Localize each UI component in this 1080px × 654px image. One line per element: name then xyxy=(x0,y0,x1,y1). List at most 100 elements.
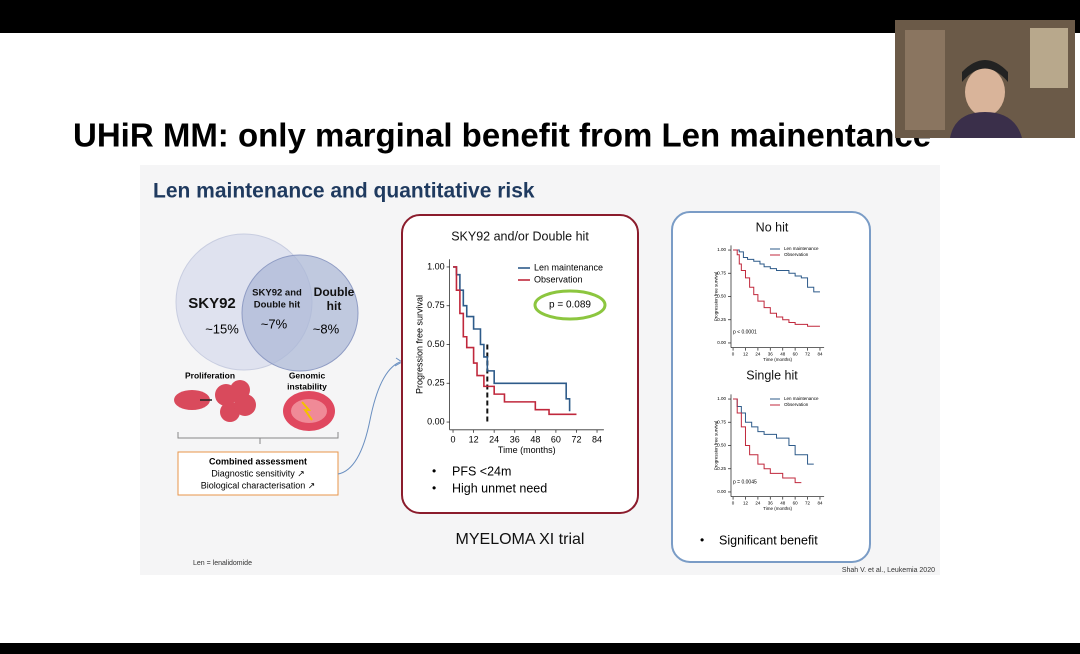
x-tick-label: 36 xyxy=(510,434,520,444)
x-tick-label: 60 xyxy=(551,434,561,444)
y-axis-label: Progression free survival xyxy=(713,272,718,322)
citation: Shah V. et al., Leukemia 2020 xyxy=(842,567,935,574)
survival-curve xyxy=(733,249,820,327)
y-tick-label: 0.75 xyxy=(427,300,445,310)
x-tick-label: 24 xyxy=(755,351,761,356)
p-value: p = 0.089 xyxy=(549,300,591,311)
survival-curve xyxy=(453,266,571,412)
bullet-text: High unmet need xyxy=(452,481,547,495)
y-tick-label: 0.00 xyxy=(717,340,726,345)
assessment-line: Diagnostic sensitivity ↗ xyxy=(211,468,305,478)
trial-caption: MYELOMA XI trial xyxy=(456,531,585,548)
bracket xyxy=(177,432,339,444)
x-tick-label: 12 xyxy=(743,351,749,356)
x-tick-label: 24 xyxy=(755,500,761,505)
legend-label: Len maintenance xyxy=(784,396,819,401)
legend-label: Len maintenance xyxy=(534,262,603,272)
y-tick-label: 0.00 xyxy=(717,489,726,494)
x-axis-label: Time (months) xyxy=(763,357,792,362)
bullet-dot: • xyxy=(700,533,704,547)
x-axis-label: Time (months) xyxy=(763,506,792,511)
y-axis-label: Progression free survival xyxy=(414,295,424,394)
chart-title: SKY92 and/or Double hit xyxy=(451,229,589,243)
x-tick-label: 72 xyxy=(805,500,811,505)
y-tick-label: 0.75 xyxy=(717,270,726,275)
y-tick-label: 1.00 xyxy=(717,396,726,401)
assessment-box xyxy=(177,451,339,496)
bullet-dot: • xyxy=(432,481,436,495)
footnote: Len = lenalidomide xyxy=(193,560,252,567)
x-tick-label: 72 xyxy=(805,351,811,356)
bottom-bar xyxy=(0,643,1080,654)
y-tick-label: 0.50 xyxy=(427,339,445,349)
x-tick-label: 84 xyxy=(592,434,602,444)
survival-curve xyxy=(733,249,820,293)
legend-label: Observation xyxy=(534,274,583,284)
slide-title: UHiR MM: only marginal benefit from Len … xyxy=(73,117,931,154)
y-tick-label: 0.50 xyxy=(717,443,726,448)
assessment-title: Combined assessment xyxy=(209,456,307,466)
venn-label: Double hit xyxy=(254,300,301,311)
p-value-highlight xyxy=(533,289,607,321)
chart-title: No hit xyxy=(756,220,789,234)
legend-label: Len maintenance xyxy=(784,246,819,251)
x-tick-label: 48 xyxy=(780,351,786,356)
x-tick-label: 84 xyxy=(817,500,823,505)
y-tick-label: 0.00 xyxy=(427,416,445,426)
venn-pct: ~8% xyxy=(313,321,340,336)
x-tick-label: 24 xyxy=(489,434,499,444)
y-tick-label: 0.25 xyxy=(427,378,445,388)
x-tick-label: 12 xyxy=(743,500,749,505)
y-tick-label: 1.00 xyxy=(717,247,726,252)
y-tick-label: 0.25 xyxy=(717,317,726,322)
x-tick-label: 60 xyxy=(793,500,799,505)
bullet-text: Significant benefit xyxy=(719,533,818,547)
feature-label: instability xyxy=(287,381,327,391)
p-value: p < 0.0001 xyxy=(733,329,757,335)
presenter-video xyxy=(895,20,1075,138)
main-panel xyxy=(401,214,639,514)
x-tick-label: 36 xyxy=(768,351,774,356)
venn-label: SKY92 and xyxy=(252,288,302,299)
feature-label: Proliferation xyxy=(185,370,235,380)
bullet-dot: • xyxy=(432,464,436,478)
side-panel xyxy=(671,211,871,563)
x-tick-label: 0 xyxy=(451,434,456,444)
x-tick-label: 48 xyxy=(780,500,786,505)
connector-arrow xyxy=(337,361,401,475)
feature-label: Genomic xyxy=(289,370,326,380)
assessment-line: Biological characterisation ↗ xyxy=(201,480,316,490)
x-axis-label: Time (months) xyxy=(498,445,556,455)
x-tick-label: 12 xyxy=(469,434,479,444)
venn-pct: ~7% xyxy=(261,316,288,331)
venn-label: Double xyxy=(314,285,355,299)
p-value: p = 0.0045 xyxy=(733,479,757,485)
y-axis-label: Progression free survival xyxy=(713,421,718,471)
x-tick-label: 84 xyxy=(817,351,823,356)
bullet-text: PFS <24m xyxy=(452,464,511,478)
x-tick-label: 36 xyxy=(768,500,774,505)
venn-label: SKY92 xyxy=(188,295,236,312)
venn-label: hit xyxy=(327,299,342,313)
x-tick-label: 0 xyxy=(732,351,735,356)
y-tick-label: 1.00 xyxy=(427,261,445,271)
venn-pct: ~15% xyxy=(205,321,239,336)
survival-curve xyxy=(733,398,802,484)
x-tick-label: 72 xyxy=(571,434,581,444)
survival-curve xyxy=(453,266,577,416)
venn-circle xyxy=(241,254,359,372)
x-tick-label: 60 xyxy=(793,351,799,356)
legend-label: Observation xyxy=(784,402,809,407)
slide-heading: Len maintenance and quantitative risk xyxy=(153,180,535,203)
chart-title: Single hit xyxy=(746,368,798,382)
x-tick-label: 48 xyxy=(530,434,540,444)
cell-illustration xyxy=(174,380,335,431)
y-tick-label: 0.25 xyxy=(717,466,726,471)
legend-label: Observation xyxy=(784,252,809,257)
survival-curve xyxy=(733,398,814,465)
y-tick-label: 0.50 xyxy=(717,294,726,299)
y-tick-label: 0.75 xyxy=(717,419,726,424)
x-tick-label: 0 xyxy=(732,500,735,505)
